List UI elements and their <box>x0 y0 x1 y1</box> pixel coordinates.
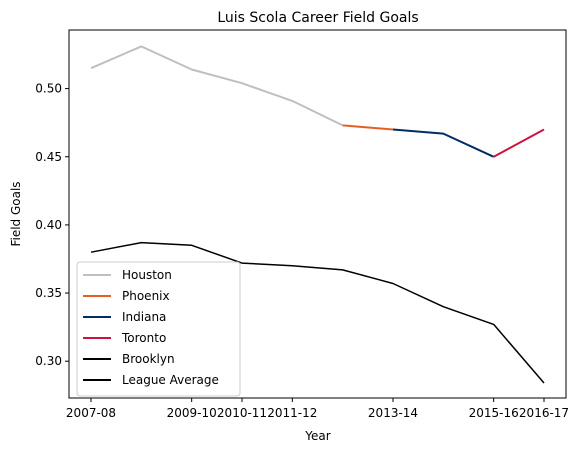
chart-title: Luis Scola Career Field Goals <box>217 10 418 26</box>
y-tick-label: 0.35 <box>35 286 62 300</box>
legend-label-brooklyn: Brooklyn <box>122 352 175 366</box>
y-tick-label: 0.50 <box>35 82 62 96</box>
legend: Houston Phoenix Indiana Toronto Brooklyn Leag… <box>76 261 241 397</box>
x-axis-label: Year <box>304 429 330 443</box>
x-tick-label: 2013-14 <box>368 406 418 420</box>
series-line-league-average <box>90 241 545 384</box>
series-line-indiana <box>392 128 495 158</box>
legend-label-indiana: Indiana <box>122 310 166 324</box>
plot-frame <box>68 29 567 399</box>
x-tick-label: 2007-08 <box>66 406 116 420</box>
legend-label-phoenix: Phoenix <box>122 289 170 303</box>
series-line-houston <box>90 45 344 127</box>
x-tick-label: 2015-16 <box>469 406 519 420</box>
y-axis-label: Field Goals <box>9 181 23 246</box>
x-tick-label: 2009-10 <box>167 406 217 420</box>
legend-label-toronto: Toronto <box>121 331 166 345</box>
series-line-phoenix <box>342 124 394 131</box>
legend-box <box>76 261 241 397</box>
y-tick-label: 0.40 <box>35 218 62 232</box>
legend-label-houston: Houston <box>122 268 172 282</box>
legend-label-league-average: League Average <box>122 373 219 387</box>
series-lines <box>90 45 545 384</box>
series-line-toronto <box>493 128 545 158</box>
axis-ticks: 2007-08 2009-10 2010-11 2011-12 2013-14 2015-… <box>35 82 569 420</box>
x-tick-label: 2011-12 <box>267 406 317 420</box>
x-tick-label: 2010-11 <box>217 406 267 420</box>
y-tick-label: 0.30 <box>35 354 62 368</box>
y-tick-label: 0.45 <box>35 150 62 164</box>
x-tick-label: 2016-17 <box>519 406 569 420</box>
